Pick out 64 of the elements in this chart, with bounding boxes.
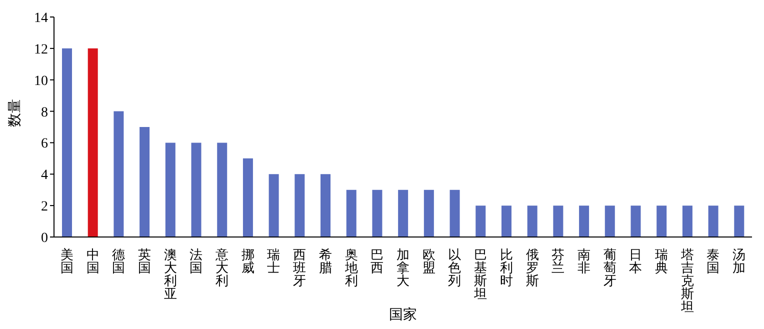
x-tick-label: 澳大利亚 <box>164 247 177 301</box>
bar <box>398 190 408 237</box>
x-tick-label: 欧盟 <box>422 247 436 275</box>
bar <box>734 206 744 237</box>
y-tick-label: 4 <box>41 168 48 184</box>
bar <box>604 206 615 237</box>
x-tick-label: 西班牙 <box>293 247 306 288</box>
x-tick-label: 瑞典 <box>655 247 668 275</box>
x-tick-label: 瑞士 <box>267 247 280 275</box>
x-tick-label: 以色列 <box>448 247 462 288</box>
y-tick-label: 8 <box>41 105 48 120</box>
y-tick-label: 14 <box>34 10 48 26</box>
bar <box>114 111 124 237</box>
x-tick-label: 巴西 <box>370 247 384 275</box>
bar <box>501 206 512 237</box>
x-tick-label: 汤加 <box>732 247 746 275</box>
x-tick-label: 巴基斯坦 <box>473 247 488 301</box>
bar <box>191 142 202 237</box>
bar <box>553 206 564 237</box>
x-tick-label: 奥地利 <box>344 247 358 288</box>
bar <box>88 48 98 237</box>
bar <box>450 190 460 237</box>
bar <box>476 206 486 237</box>
bar <box>527 206 538 237</box>
x-tick-label: 英国 <box>138 247 151 275</box>
y-tick-label: 10 <box>34 74 48 89</box>
x-tick-label: 挪威 <box>241 247 254 275</box>
bar <box>682 206 692 237</box>
bar <box>140 127 150 237</box>
x-tick-label: 南非 <box>577 247 590 275</box>
x-tick-label: 德国 <box>112 247 126 275</box>
bar <box>217 142 228 237</box>
y-tick-label: 6 <box>41 136 48 152</box>
x-tick-label: 塔吉克斯坦 <box>680 247 694 314</box>
x-tick-label: 俄罗斯 <box>526 247 539 288</box>
bar <box>346 190 356 237</box>
x-tick-label: 日本 <box>629 247 642 275</box>
bar <box>294 174 305 237</box>
x-tick-label: 芬兰 <box>552 247 565 275</box>
y-tick-label: 0 <box>41 230 48 246</box>
bar <box>165 142 176 237</box>
y-tick-label: 2 <box>41 200 48 215</box>
bar <box>656 206 667 237</box>
x-axis-title: 国家 <box>389 307 417 323</box>
bar <box>708 206 718 237</box>
x-tick-label: 中国 <box>86 247 100 275</box>
bar <box>579 206 590 237</box>
bar <box>242 158 253 237</box>
bar <box>372 190 382 237</box>
bar <box>320 174 331 237</box>
x-tick-label: 法国 <box>190 247 203 275</box>
x-tick-label: 比利时 <box>500 247 513 288</box>
x-tick-label: 泰国 <box>706 247 720 275</box>
bar <box>268 174 279 237</box>
bar <box>630 206 641 237</box>
x-tick-label: 意大利 <box>214 247 229 288</box>
bar <box>62 48 72 237</box>
y-tick-label: 12 <box>34 42 48 58</box>
x-tick-label: 葡萄牙 <box>603 247 616 288</box>
x-tick-label: 美国 <box>60 247 74 275</box>
x-tick-label: 加拿大 <box>396 247 410 288</box>
bar <box>424 190 434 237</box>
y-axis-title: 数量 <box>6 99 23 127</box>
x-tick-label: 希腊 <box>318 247 332 275</box>
